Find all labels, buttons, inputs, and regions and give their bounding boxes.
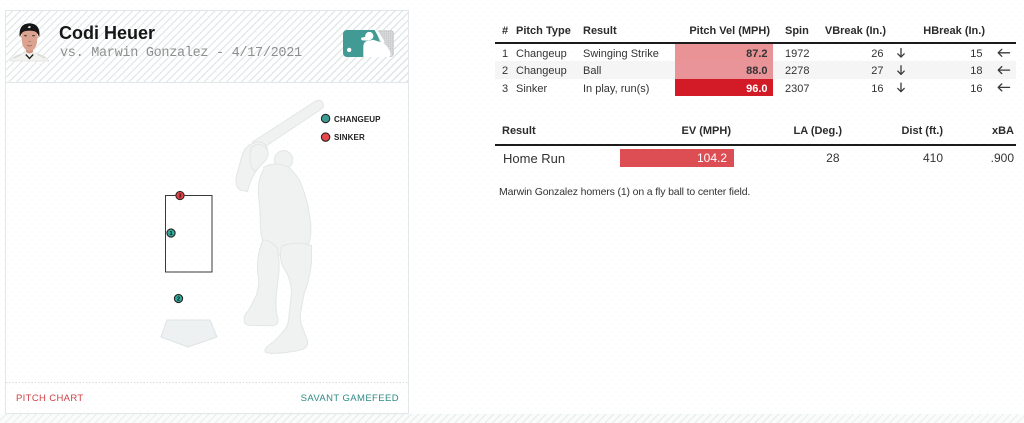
svg-text:3: 3 bbox=[178, 194, 181, 200]
svg-text:2: 2 bbox=[177, 297, 180, 303]
svg-text:1: 1 bbox=[169, 231, 172, 237]
